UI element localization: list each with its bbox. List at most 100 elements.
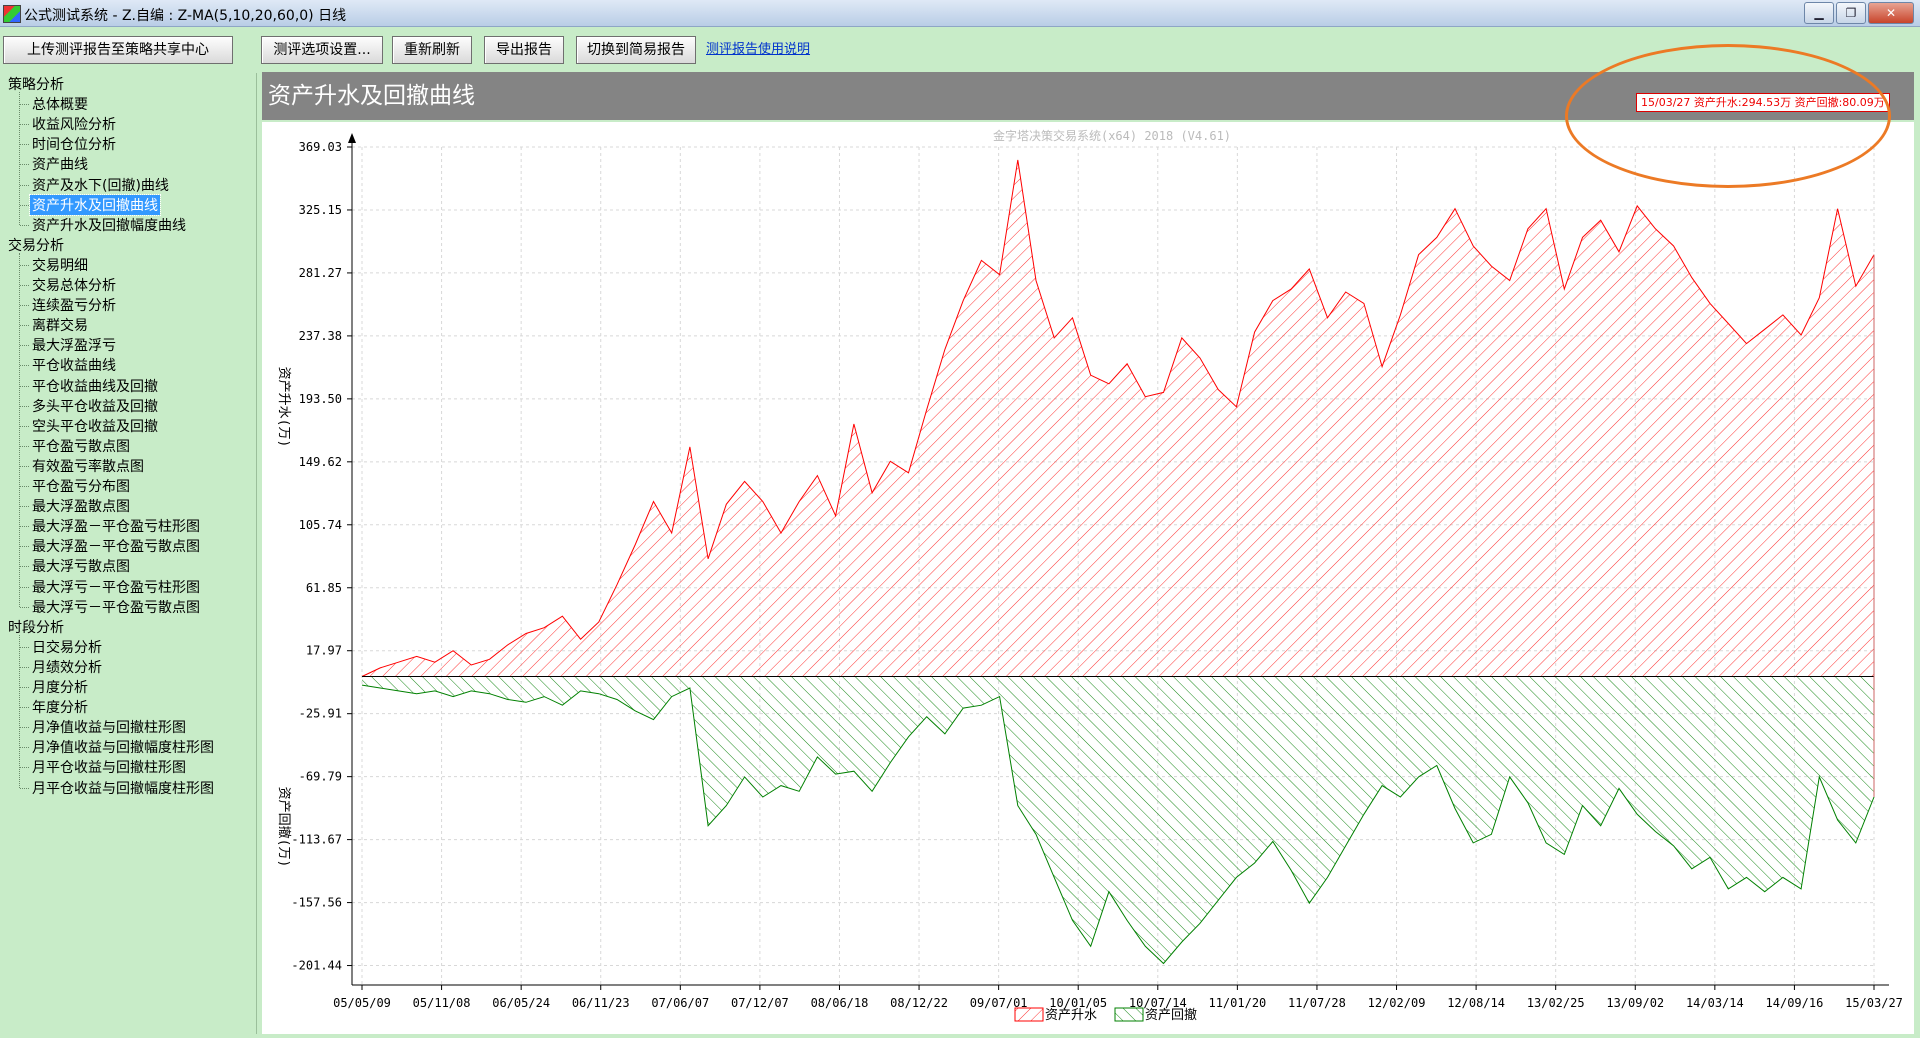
x-tick-label: 12/02/09 [1368, 996, 1426, 1010]
tree-item[interactable]: 资产升水及回撤曲线 [29, 193, 161, 216]
tree-item[interactable]: 资产曲线 [32, 157, 88, 174]
upload-report-button[interactable]: 上传测评报告至策略共享中心 [3, 36, 233, 64]
tree-connector [20, 546, 29, 548]
tree-connector [20, 425, 29, 427]
tree-connector [20, 606, 29, 608]
x-tick-label: 10/07/14 [1129, 996, 1187, 1010]
tree-item[interactable]: 最大浮盈－平仓盈亏柱形图 [32, 519, 200, 536]
tree-connector [20, 124, 29, 126]
y-axis-arrow [348, 133, 356, 143]
x-tick-label: 05/11/08 [413, 996, 471, 1010]
tree-item[interactable]: 最大浮亏－平仓盈亏散点图 [32, 599, 200, 616]
y-tick-label: 281.27 [299, 266, 342, 280]
tree-item[interactable]: 年度分析 [32, 700, 88, 717]
tree-connector [20, 486, 29, 487]
tree-item[interactable]: 月净值收益与回撤柱形图 [32, 720, 186, 737]
x-tick-label: 05/05/09 [333, 996, 391, 1010]
tree-connector [20, 385, 29, 387]
tree-item[interactable]: 月平仓收益与回撤幅度柱形图 [32, 780, 214, 797]
tree-item[interactable]: 平仓盈亏分布图 [32, 479, 130, 495]
tree-connector [20, 767, 29, 769]
refresh-button[interactable]: 重新刷新 [392, 36, 472, 64]
tree-item[interactable]: 最大浮亏散点图 [32, 559, 130, 576]
y-tick-label: 369.03 [299, 140, 342, 154]
tree-item[interactable]: 资产升水及回撤幅度曲线 [32, 217, 186, 234]
tree-item[interactable]: 最大浮盈散点图 [32, 499, 130, 516]
drawdown-area [362, 676, 1874, 964]
x-tick-label: 14/09/16 [1766, 996, 1824, 1010]
y-axis-label-top: 资产升水(万) [276, 367, 291, 448]
tree-group[interactable]: 时段分析 [8, 619, 64, 636]
y-tick-label: 105.74 [299, 518, 342, 532]
tree-connector [20, 445, 29, 447]
analysis-tree: 策略分析总体概要收益风险分析 时间仓位分析 资产曲线资产及水下(回撤)曲线 资产升水及… [3, 73, 257, 1034]
x-tick-label: 07/12/07 [731, 996, 789, 1010]
tree-connector [19, 92, 20, 225]
tree-item[interactable]: 多头平仓收益及回撤 [32, 398, 158, 415]
tree-item[interactable]: 平仓收益曲线 [32, 358, 116, 375]
y-tick-label: 193.50 [299, 392, 342, 406]
maximize-button[interactable]: ❐ [1836, 2, 1866, 24]
equity-premium-line [361, 159, 1875, 677]
tree-connector [20, 506, 29, 508]
tree-item[interactable]: 交易明细 [32, 257, 88, 274]
test-options-button[interactable]: 测评选项设置... [261, 36, 383, 64]
tree-item[interactable]: 资产及水下(回撤)曲线 [32, 177, 169, 194]
export-report-button[interactable]: 导出报告 [484, 36, 564, 64]
tree-item[interactable]: 月绩效分析 [32, 659, 102, 676]
y-tick-label: 237.38 [299, 329, 342, 343]
tree-connector [20, 305, 29, 307]
tree-item[interactable]: 离群交易 [32, 318, 88, 335]
tree-item[interactable]: 最大浮盈－平仓盈亏散点图 [32, 539, 200, 556]
tree-connector [20, 325, 29, 327]
close-button[interactable]: ✕ [1868, 2, 1914, 24]
tree-item[interactable]: 月度分析 [32, 680, 88, 696]
tree-connector [20, 526, 29, 528]
x-tick-label: 08/12/22 [890, 996, 948, 1010]
y-tick-label: -157.56 [291, 896, 342, 910]
tree-item[interactable]: 有效盈亏率散点图 [32, 458, 144, 475]
tree-connector [19, 252, 20, 607]
equity-drawdown-chart[interactable]: 金字塔决策交易系统(x64) 2018 (V4.61) 369.03 325.15 2… [262, 122, 1914, 1034]
tree-item[interactable]: 最大浮盈浮亏 [32, 338, 116, 355]
tree-connector [20, 707, 29, 709]
tree-item[interactable]: 收益风险分析 [32, 117, 116, 134]
y-tick-label: 325.15 [299, 203, 342, 217]
tree-group[interactable]: 策略分析 [8, 77, 64, 93]
tree-connector [20, 566, 29, 568]
tree-connector [20, 345, 29, 347]
minimize-button[interactable]: ▁ [1804, 2, 1834, 24]
y-tick-label: 61.85 [306, 581, 342, 595]
tree-item[interactable]: 月净值收益与回撤幅度柱形图 [32, 740, 214, 757]
tree-connector [20, 747, 29, 749]
x-tick-label: 14/03/14 [1686, 996, 1744, 1010]
x-tick-label: 07/06/07 [651, 996, 709, 1010]
tree-connector [20, 264, 29, 266]
tree-item[interactable]: 连续盈亏分析 [32, 298, 116, 315]
tree-connector [20, 405, 29, 407]
tree-item[interactable]: 平仓收益曲线及回撤 [32, 378, 158, 395]
legend-label-down: 资产回撤 [1145, 1007, 1197, 1023]
tree-item[interactable]: 最大浮亏－平仓盈亏柱形图 [32, 579, 200, 596]
tree-connector [19, 634, 20, 788]
x-tick-label: 13/02/25 [1527, 996, 1585, 1010]
tree-connector [20, 465, 29, 467]
tree-item[interactable]: 日交易分析 [32, 639, 102, 656]
tree-connector [20, 164, 29, 166]
help-link[interactable]: 测评报告使用说明 [706, 42, 811, 57]
tree-group[interactable]: 交易分析 [8, 237, 64, 254]
tree-item[interactable]: 时间仓位分析 [32, 137, 116, 154]
x-tick-label: 11/01/20 [1208, 996, 1266, 1010]
tree-item[interactable]: 月平仓收益与回撤柱形图 [32, 760, 186, 777]
tree-item[interactable]: 空头平仓收益及回撤 [32, 418, 158, 435]
switch-simple-report-button[interactable]: 切换到简易报告 [576, 36, 696, 64]
tree-connector [20, 224, 29, 226]
y-tick-label: -113.67 [291, 833, 342, 847]
legend-label-up: 资产升水 [1045, 1008, 1097, 1023]
tree-item[interactable]: 交易总体分析 [32, 278, 116, 294]
tree-item[interactable]: 平仓盈亏散点图 [32, 438, 130, 455]
y-tick-label: -69.79 [299, 770, 342, 784]
tree-item[interactable]: 总体概要 [32, 97, 88, 114]
x-tick-label: 11/07/28 [1288, 996, 1346, 1010]
drawdown-line [361, 684, 1875, 965]
